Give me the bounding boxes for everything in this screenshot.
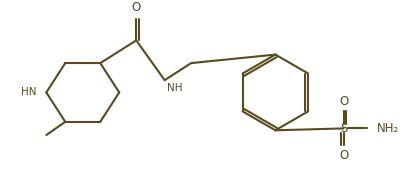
Text: NH₂: NH₂ <box>376 122 398 135</box>
Text: O: O <box>131 1 141 14</box>
Text: S: S <box>339 122 346 135</box>
Text: O: O <box>338 95 347 108</box>
Text: NH: NH <box>166 83 181 93</box>
Text: O: O <box>338 149 347 162</box>
Text: HN: HN <box>21 87 37 97</box>
